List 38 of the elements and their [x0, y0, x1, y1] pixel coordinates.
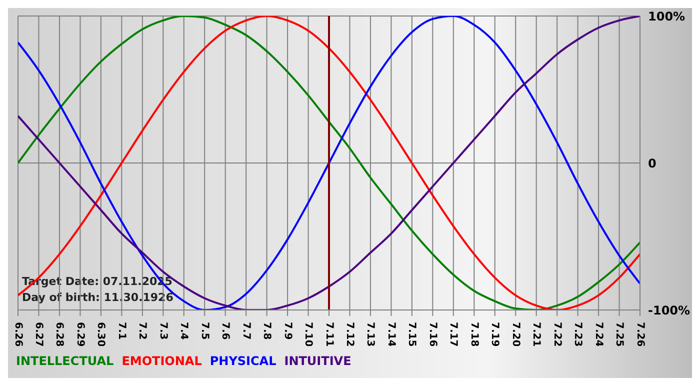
- x-tick-label: 6.29: [74, 322, 86, 347]
- x-tick-label: 7.23: [572, 322, 584, 347]
- x-tick-label: 7.13: [364, 322, 376, 347]
- x-tick-label: 7.18: [468, 322, 480, 347]
- y-tick-label: 100%: [648, 9, 686, 24]
- x-tick-label: 7.4: [178, 322, 190, 340]
- x-tick-label: 7.20: [510, 322, 521, 347]
- text: INTUITIVE: [284, 354, 352, 368]
- x-tick-label: 7.6: [220, 322, 231, 340]
- y-tick-label: -100%: [648, 303, 690, 318]
- x-tick-label: 6.27: [33, 322, 44, 347]
- x-tick-label: 7.9: [282, 322, 293, 340]
- y-tick-label: 0: [648, 156, 656, 170]
- x-tick-label: 7.10: [302, 322, 314, 347]
- x-tick-label: 7.11: [323, 322, 334, 347]
- x-tick-label: 7.3: [157, 322, 168, 340]
- x-tick-label: 7.12: [344, 322, 355, 347]
- x-tick-label: 7.2: [136, 322, 148, 340]
- x-tick-label: 7.16: [426, 322, 438, 347]
- x-tick-label: 7.26: [634, 322, 646, 347]
- x-tick-label: 7.24: [592, 322, 604, 347]
- x-tick-label: 7.14: [385, 322, 396, 347]
- x-tick-label: 7.17: [448, 322, 459, 347]
- x-tick-label: 7.8: [261, 322, 272, 340]
- x-tick-label: 7.19: [489, 322, 500, 347]
- text: PHYSICAL: [210, 354, 276, 368]
- x-tick-label: 6.30: [95, 322, 106, 347]
- x-tick-label: 6.28: [54, 322, 65, 347]
- x-tick-label: 7.25: [614, 322, 625, 347]
- x-tick-label: 7.22: [551, 322, 562, 347]
- x-tick-label: 7.21: [530, 322, 542, 347]
- x-tick-label: 7.1: [116, 322, 127, 340]
- x-tick-label: 7.5: [198, 322, 210, 340]
- text: INTELLECTUAL: [16, 354, 114, 368]
- x-tick-label: 7.7: [240, 322, 252, 340]
- text: EMOTIONAL: [122, 354, 202, 368]
- x-tick-label: 6.26: [12, 322, 24, 347]
- x-tick-label: 7.15: [406, 322, 418, 347]
